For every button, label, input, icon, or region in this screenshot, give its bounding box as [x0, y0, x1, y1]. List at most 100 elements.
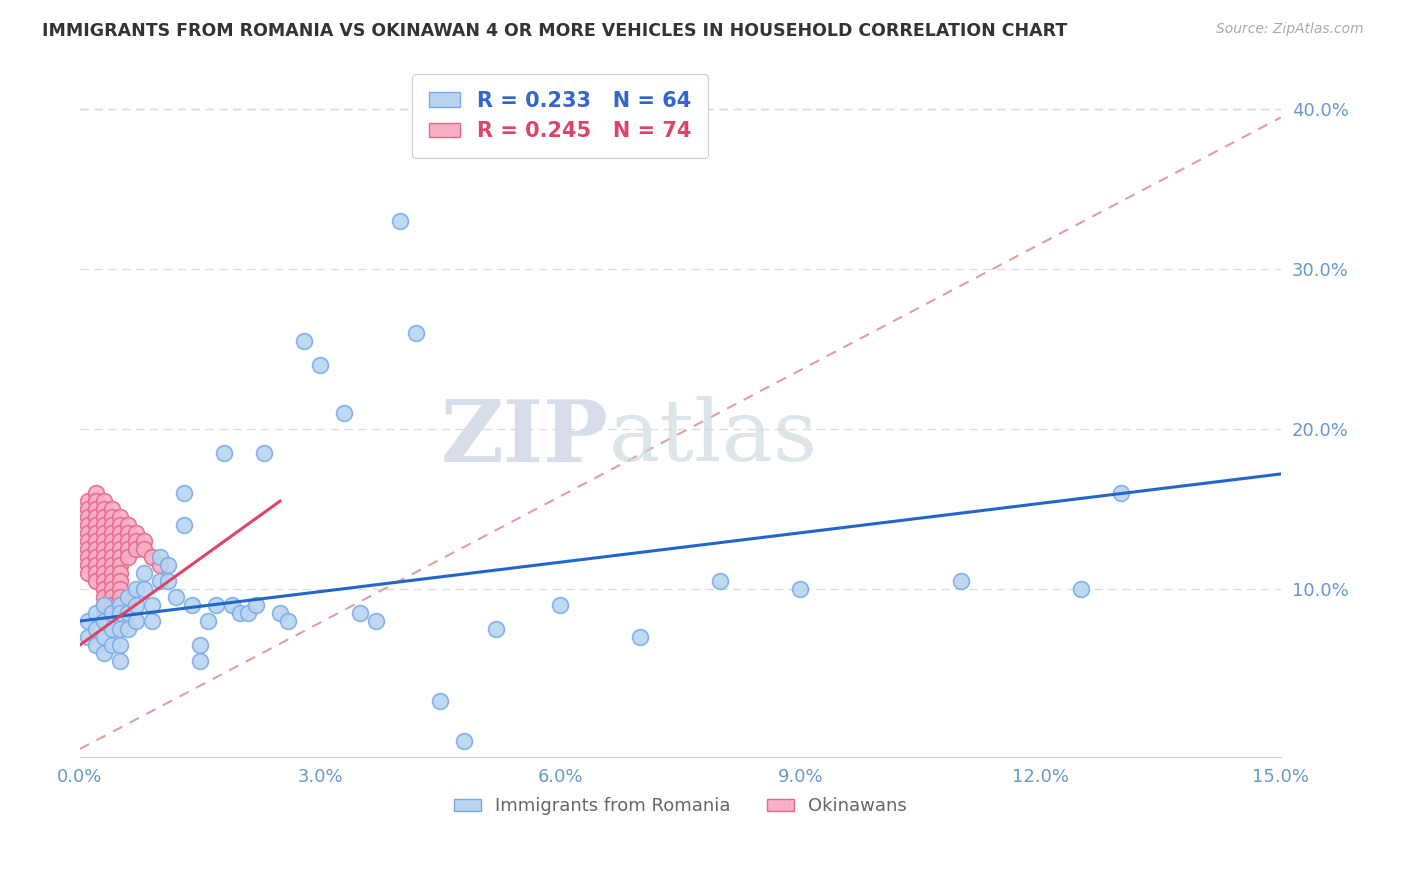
- Point: [108, 574, 131, 588]
- Point: [229, 606, 252, 620]
- Point: [292, 334, 315, 349]
- Legend: Immigrants from Romania, Okinawans: Immigrants from Romania, Okinawans: [447, 790, 914, 822]
- Point: [205, 598, 228, 612]
- Point: [84, 606, 107, 620]
- Point: [76, 614, 98, 628]
- Point: [101, 590, 124, 604]
- Point: [84, 622, 107, 636]
- Point: [101, 574, 124, 588]
- Point: [93, 518, 115, 533]
- Point: [212, 446, 235, 460]
- Point: [93, 630, 115, 644]
- Text: IMMIGRANTS FROM ROMANIA VS OKINAWAN 4 OR MORE VEHICLES IN HOUSEHOLD CORRELATION : IMMIGRANTS FROM ROMANIA VS OKINAWAN 4 OR…: [42, 22, 1067, 40]
- Point: [84, 566, 107, 580]
- Point: [125, 542, 148, 557]
- Point: [76, 502, 98, 516]
- Point: [149, 550, 172, 565]
- Point: [101, 566, 124, 580]
- Point: [709, 574, 731, 588]
- Point: [108, 654, 131, 668]
- Point: [93, 526, 115, 541]
- Point: [108, 622, 131, 636]
- Point: [141, 598, 163, 612]
- Point: [221, 598, 243, 612]
- Point: [108, 590, 131, 604]
- Point: [101, 622, 124, 636]
- Point: [101, 510, 124, 524]
- Point: [108, 566, 131, 580]
- Point: [84, 502, 107, 516]
- Point: [101, 582, 124, 596]
- Point: [76, 558, 98, 573]
- Point: [84, 534, 107, 549]
- Point: [253, 446, 276, 460]
- Point: [84, 550, 107, 565]
- Point: [93, 542, 115, 557]
- Point: [117, 526, 139, 541]
- Point: [101, 558, 124, 573]
- Point: [93, 590, 115, 604]
- Point: [132, 534, 155, 549]
- Point: [405, 326, 427, 341]
- Point: [132, 542, 155, 557]
- Point: [125, 534, 148, 549]
- Point: [93, 534, 115, 549]
- Point: [173, 518, 195, 533]
- Point: [188, 638, 211, 652]
- Point: [108, 598, 131, 612]
- Point: [141, 550, 163, 565]
- Point: [132, 566, 155, 580]
- Point: [93, 510, 115, 524]
- Point: [173, 486, 195, 500]
- Point: [76, 630, 98, 644]
- Point: [628, 630, 651, 644]
- Point: [125, 582, 148, 596]
- Point: [949, 574, 972, 588]
- Point: [101, 638, 124, 652]
- Point: [84, 558, 107, 573]
- Point: [108, 558, 131, 573]
- Point: [485, 622, 508, 636]
- Point: [93, 582, 115, 596]
- Point: [156, 574, 179, 588]
- Point: [101, 502, 124, 516]
- Point: [84, 542, 107, 557]
- Point: [84, 574, 107, 588]
- Point: [366, 614, 388, 628]
- Point: [349, 606, 371, 620]
- Point: [269, 606, 291, 620]
- Point: [156, 558, 179, 573]
- Point: [108, 606, 131, 620]
- Point: [245, 598, 267, 612]
- Point: [108, 510, 131, 524]
- Point: [101, 526, 124, 541]
- Point: [93, 606, 115, 620]
- Point: [76, 566, 98, 580]
- Text: ZIP: ZIP: [440, 395, 609, 480]
- Point: [108, 638, 131, 652]
- Point: [309, 358, 332, 372]
- Point: [108, 526, 131, 541]
- Point: [76, 526, 98, 541]
- Point: [93, 574, 115, 588]
- Point: [125, 614, 148, 628]
- Point: [125, 526, 148, 541]
- Point: [101, 598, 124, 612]
- Point: [197, 614, 219, 628]
- Point: [149, 574, 172, 588]
- Point: [108, 518, 131, 533]
- Point: [101, 534, 124, 549]
- Point: [93, 566, 115, 580]
- Point: [93, 598, 115, 612]
- Text: Source: ZipAtlas.com: Source: ZipAtlas.com: [1216, 22, 1364, 37]
- Point: [84, 494, 107, 508]
- Point: [76, 534, 98, 549]
- Point: [101, 542, 124, 557]
- Point: [93, 494, 115, 508]
- Point: [93, 558, 115, 573]
- Point: [108, 542, 131, 557]
- Point: [93, 550, 115, 565]
- Point: [277, 614, 299, 628]
- Point: [389, 214, 412, 228]
- Point: [333, 406, 356, 420]
